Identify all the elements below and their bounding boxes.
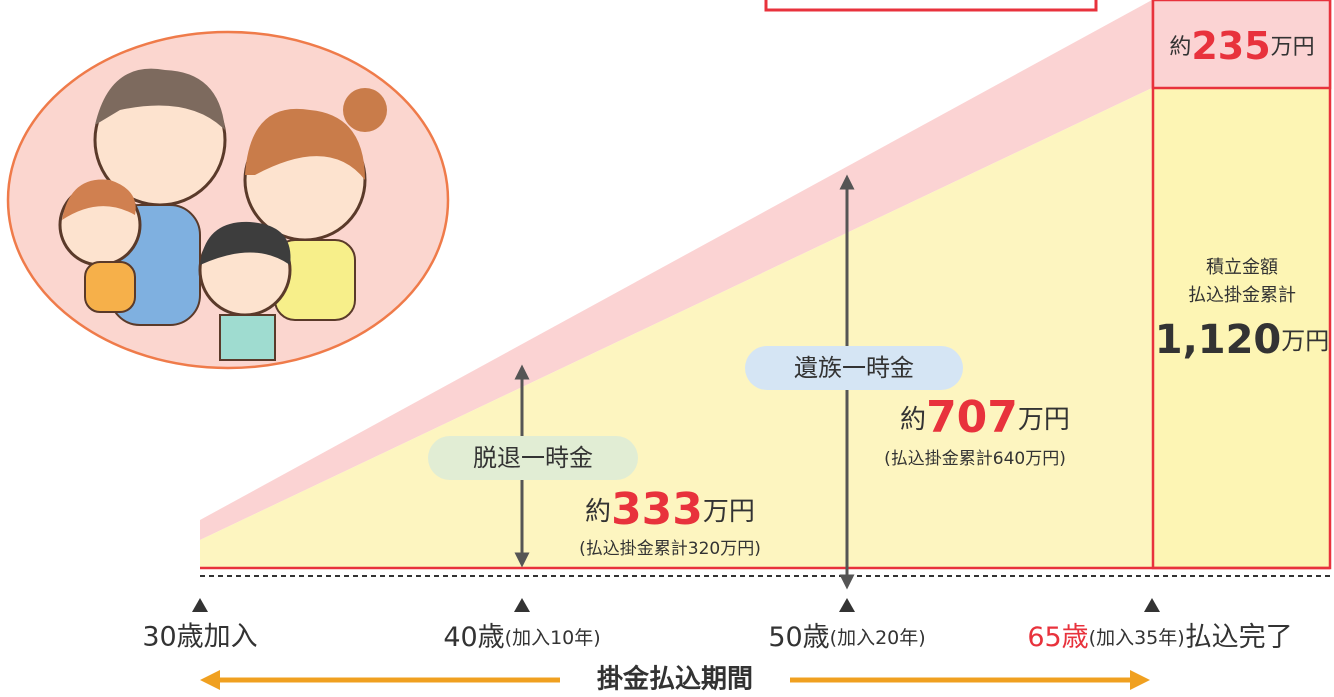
text-part: 約 [585,497,611,527]
interest-cell [1151,0,1332,90]
text-part: 約 [900,405,926,435]
timeline-markers [192,598,1160,612]
survivor-pill [745,346,963,390]
top-box [764,0,1098,12]
text-part: 万円 [1281,327,1329,355]
withdrawal-pill [428,436,638,480]
withdrawal-amount: 約333万円 [585,484,755,535]
text-part: 万円 [703,497,755,527]
text-part: 払込完了 [1185,622,1293,653]
timeline-label: 30歳加入 [142,622,257,653]
total-column [1151,0,1332,570]
survivor-amount: 約707万円 [900,392,1070,443]
total-amount: 1,120万円 [1155,317,1330,363]
interest-amount: 約235万円 [1169,24,1314,68]
interest-area [200,0,1152,540]
survivor-pill-label: 遺族一時金 [794,354,914,382]
total-label: 積立金額 [1206,257,1278,278]
text-part: (加入10年) [505,627,601,649]
text-part: 707 [926,392,1018,443]
text-part: 40歳 [443,622,504,653]
family-illustration [6,30,450,370]
text-part: (加入35年) [1089,627,1185,649]
timeline-label: 50歳(加入20年) [768,622,925,653]
text-part: 50歳 [768,622,829,653]
text-part: 235 [1191,24,1270,68]
timeline-label: 65歳(加入35年)払込完了 [1027,622,1292,653]
withdrawal-pill-label: 脱退一時金 [473,444,593,472]
total-label: 払込掛金累計 [1188,285,1296,306]
text-part: (加入20年) [830,627,926,649]
withdrawal-note: (払込掛金累計320万円) [579,539,761,559]
text-part: 65歳 [1027,622,1088,653]
text-part: 万円 [1271,35,1315,60]
text-part: 約 [1169,35,1191,60]
text-part: 1,120 [1155,317,1282,363]
period-label: 掛金払込期間 [597,664,753,695]
timeline-label: 40歳(加入10年) [443,622,600,653]
text-part: 万円 [1018,405,1070,435]
text-part: 333 [611,484,703,535]
survivor-note: (払込掛金累計640万円) [884,449,1066,469]
